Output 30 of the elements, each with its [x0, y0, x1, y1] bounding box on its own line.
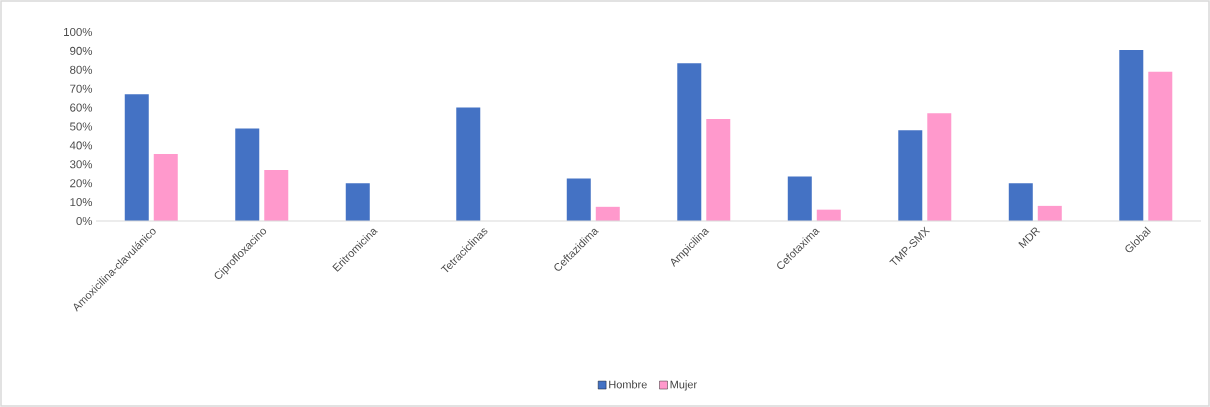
bar	[456, 107, 481, 221]
bar	[1008, 183, 1033, 221]
bar	[566, 178, 591, 221]
bar	[124, 94, 149, 221]
legend-label: Mujer	[670, 380, 697, 391]
bar	[898, 130, 923, 221]
y-tick-label: 50%	[70, 122, 93, 131]
bar	[1148, 71, 1173, 221]
bar	[706, 118, 731, 221]
y-tick-label: 100%	[64, 27, 93, 37]
y-tick-label: 20%	[70, 179, 93, 188]
bar	[677, 63, 702, 221]
bar	[1119, 49, 1144, 221]
bar	[927, 113, 952, 221]
bar	[235, 128, 260, 221]
y-tick-label: 80%	[70, 65, 93, 74]
bar	[345, 183, 370, 221]
bar	[595, 206, 620, 221]
y-tick-label: 10%	[70, 198, 93, 207]
bar	[787, 176, 812, 221]
y-tick-label: 70%	[70, 84, 93, 93]
bar	[1037, 205, 1062, 221]
y-tick-label: 60%	[70, 103, 93, 112]
bar	[264, 169, 289, 221]
y-tick-label: 0%	[76, 216, 93, 226]
legend-label: Hombre	[609, 380, 647, 389]
y-tick-label: 30%	[69, 160, 93, 169]
bar	[153, 153, 178, 221]
y-tick-label: 40%	[69, 141, 93, 150]
y-tick-label: 90%	[70, 46, 93, 55]
